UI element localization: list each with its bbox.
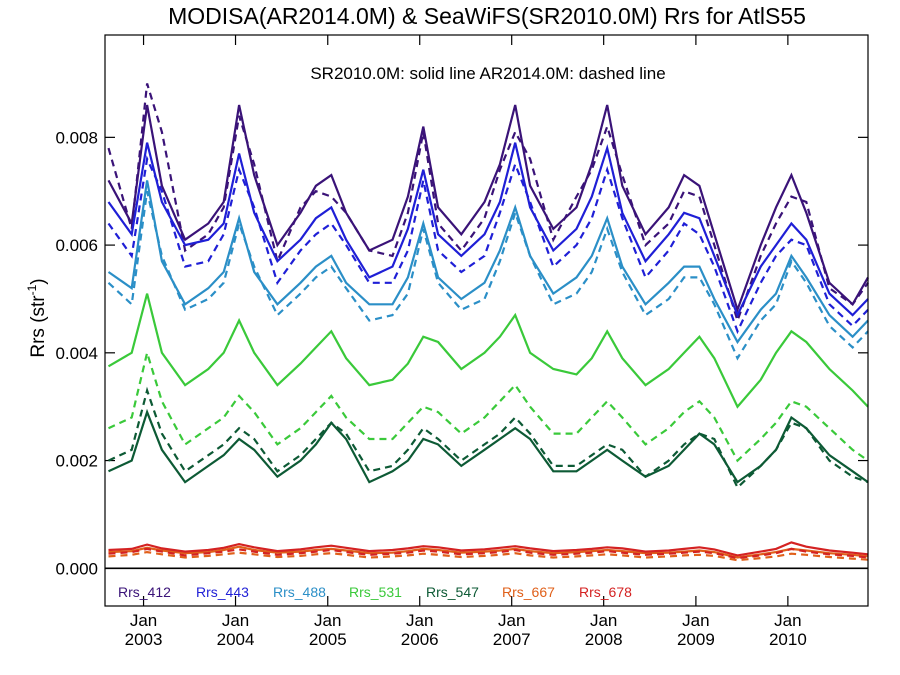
y-axis-label-sup: -1 <box>25 284 39 295</box>
x-tick-month-label: Jan <box>774 611 801 630</box>
y-tick-label: 0.000 <box>55 559 98 578</box>
legend: Rrs_412 Rrs_443 Rrs_488 Rrs_531 Rrs_547 Rrs_6… <box>118 584 632 600</box>
series-line-rrs_678-dashed <box>108 547 869 560</box>
x-tick-month-label: Jan <box>222 611 249 630</box>
x-tick-month-label: Jan <box>406 611 433 630</box>
series-line-rrs_412-solid <box>107 104 869 314</box>
x-tick-month-label: Jan <box>498 611 525 630</box>
legend-item-rrs_488: Rrs_488 <box>273 584 326 600</box>
y-tick-label: 0.008 <box>55 128 98 147</box>
x-tick-year-label: 2008 <box>585 630 623 649</box>
series-line-rrs_443-dashed <box>107 155 869 335</box>
chart-title: MODISA(AR2014.0M) & SeaWiFS(SR2010.0M) R… <box>168 3 806 29</box>
y-tick-label: 0.006 <box>55 236 98 255</box>
x-tick-month-label: Jan <box>130 611 157 630</box>
x-tick-year-label: 2010 <box>769 630 807 649</box>
x-tick-month-label: Jan <box>314 611 341 630</box>
x-tick-year-label: 2003 <box>125 630 163 649</box>
series-line-rrs_678-solid <box>108 541 869 557</box>
legend-item-rrs_443: Rrs_443 <box>196 584 249 600</box>
x-tick-year-label: 2005 <box>309 630 347 649</box>
x-tick-year-label: 2007 <box>493 630 531 649</box>
series-line-rrs_443-solid <box>107 142 869 318</box>
legend-item-rrs_667: Rrs_667 <box>502 584 555 600</box>
y-axis-label: Rrs (str-1) <box>25 278 49 357</box>
y-axis-label-main: Rrs (str <box>28 295 49 358</box>
series-line-rrs_531-solid <box>107 293 869 409</box>
series-line-rrs_412-dashed <box>107 83 869 324</box>
series-line-rrs_547-solid <box>108 408 869 484</box>
x-tick-year-label: 2006 <box>401 630 439 649</box>
plot-area: 0.0000.0020.0040.0060.008Jan2003Jan2004J… <box>55 35 869 649</box>
y-tick-label: 0.002 <box>55 452 98 471</box>
x-tick-year-label: 2004 <box>217 630 255 649</box>
line-style-annotation: SR2010.0M: solid line AR2014.0M: dashed … <box>310 64 665 83</box>
y-axis-label-close: ) <box>28 278 49 284</box>
series-line-rrs_547-dashed <box>108 386 869 490</box>
series-line-rrs_531-dashed <box>108 348 869 463</box>
series-line-rrs_488-solid <box>107 180 869 345</box>
x-tick-year-label: 2009 <box>677 630 715 649</box>
legend-item-rrs_412: Rrs_412 <box>118 584 171 600</box>
legend-item-rrs_531: Rrs_531 <box>349 584 402 600</box>
plot-frame <box>104 34 869 607</box>
legend-item-rrs_547: Rrs_547 <box>426 584 479 600</box>
x-tick-month-label: Jan <box>590 611 617 630</box>
svg-text:Rrs (str-1): Rrs (str-1) <box>25 278 49 357</box>
series-line-rrs_667-dashed <box>108 550 869 562</box>
y-tick-label: 0.004 <box>55 344 98 363</box>
legend-item-rrs_678: Rrs_678 <box>579 584 632 600</box>
x-tick-month-label: Jan <box>682 611 709 630</box>
